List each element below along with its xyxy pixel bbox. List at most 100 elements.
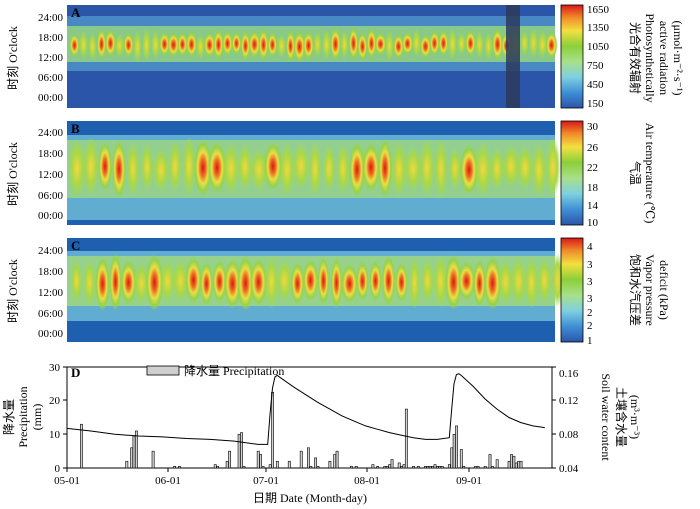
legend-swatch xyxy=(146,365,180,376)
precipitation-bar xyxy=(400,466,403,469)
precipitation-bar xyxy=(402,464,406,469)
y-axis-label-b: 时刻 O'clock xyxy=(6,142,20,206)
heatmap-cell xyxy=(317,256,330,306)
y-tick-right: 0.08 xyxy=(559,429,579,441)
precipitation-bar xyxy=(412,466,415,469)
heatmap-cell xyxy=(193,138,213,197)
y-tick-left: 30 xyxy=(49,362,61,374)
heatmap-cell xyxy=(520,31,529,56)
precipitation-bar xyxy=(225,460,229,469)
heatmap-cell xyxy=(104,29,117,58)
heatmap-cell xyxy=(78,30,89,59)
heatmap-cell xyxy=(329,27,342,61)
heatmap-cell xyxy=(142,28,151,62)
heatmap-cell xyxy=(159,260,176,303)
colorbar-tick-c: 3 xyxy=(587,276,593,288)
heatmap-cell xyxy=(276,259,293,302)
colorbar-tick-a: 1650 xyxy=(587,4,610,16)
heatmap-cell xyxy=(433,254,448,308)
precipitation-bar xyxy=(459,449,463,469)
precipitation-bar xyxy=(213,464,217,469)
heatmap-cell xyxy=(134,262,149,305)
colorbar-b xyxy=(560,120,584,226)
heatmap-cell xyxy=(212,260,227,304)
heatmap-cell xyxy=(528,28,539,58)
colorbar-tick-b: 26 xyxy=(587,142,599,154)
heatmap-cell xyxy=(123,32,134,58)
precipitation-bar xyxy=(474,466,478,469)
precipitation-bar xyxy=(424,466,427,469)
x-tick: 09-01 xyxy=(456,475,482,487)
heatmap-cell xyxy=(184,256,203,304)
heatmap-cell xyxy=(381,255,396,307)
heatmap-cell xyxy=(249,258,268,306)
precipitation-bar xyxy=(268,464,272,469)
heatmap-cell xyxy=(203,32,216,58)
heatmap-cell xyxy=(489,147,505,191)
heatmap-cell xyxy=(491,28,504,61)
precipitation-bar xyxy=(237,434,241,469)
y-axis-left-label-cn: 降水量 xyxy=(2,399,16,435)
heatmap-cell xyxy=(70,259,83,303)
heatmap-cell xyxy=(221,31,234,56)
y-axis-c: 24:00 18:00 12:00 06:00 00:00 xyxy=(38,245,64,340)
precipitation-bar xyxy=(177,466,181,469)
y-axis-label-c: 时刻 O'clock xyxy=(6,259,20,323)
heatmap-cell xyxy=(321,29,332,60)
colorbar-a xyxy=(560,4,584,109)
x-tick: 06-01 xyxy=(155,475,181,487)
heatmap-cell xyxy=(95,256,110,311)
precipitation-bar xyxy=(307,447,310,469)
precipitation-bar xyxy=(404,408,408,469)
heatmap-cell xyxy=(222,142,240,195)
heatmap-cell xyxy=(391,141,407,198)
y-axis-b: 24:00 18:00 12:00 06:00 00:00 xyxy=(38,127,64,222)
precipitation-bar xyxy=(287,460,291,469)
colorbar-c-label-en-2: deficit (kPa) xyxy=(657,260,671,320)
y-tick-left: 0 xyxy=(55,463,61,475)
precipitation-bar xyxy=(376,466,380,469)
precipitation-bar xyxy=(514,462,518,469)
precipitation-bar xyxy=(151,450,155,469)
precipitation-bar xyxy=(507,460,511,469)
precipitation-bar xyxy=(483,466,487,469)
heatmap-cell xyxy=(419,34,432,59)
heatmap-cell xyxy=(151,30,160,59)
colorbar-c xyxy=(560,237,584,343)
colorbar-tick-b: 30 xyxy=(587,121,599,133)
heatmap-cell xyxy=(267,32,278,58)
precipitation-bar xyxy=(354,466,358,469)
heatmap-cell xyxy=(340,263,359,304)
y-axis-right-d: 0.04 0.08 0.12 0.16 xyxy=(552,366,579,475)
precipitation-bar xyxy=(490,466,494,469)
heatmap-b-cells xyxy=(68,136,561,199)
x-tick: 05-01 xyxy=(54,475,80,487)
colorbar-tick-c: 3 xyxy=(587,259,593,271)
precipitation-bar xyxy=(371,464,375,469)
precipitation-bar xyxy=(309,466,313,469)
heatmap-cell xyxy=(290,262,305,305)
heatmap-cell xyxy=(126,141,140,197)
heatmap-cell xyxy=(336,143,350,195)
heatmap-cell xyxy=(69,33,80,58)
y-axis-left-unit: (mm) xyxy=(30,404,44,431)
heatmap-cell xyxy=(199,261,214,306)
heatmap-cell xyxy=(502,144,520,189)
heatmap-cell xyxy=(369,260,382,302)
heatmap-cell xyxy=(447,28,458,60)
heatmap-a-missing-data xyxy=(506,5,520,108)
precipitation-bar xyxy=(510,454,513,469)
heatmap-cell xyxy=(457,32,466,55)
heatmap-cell xyxy=(292,142,310,190)
colorbar-c-label-cn: 饱和水汽压差 xyxy=(628,254,643,326)
heatmap-c-cells xyxy=(70,252,564,311)
colorbar-c-ticks: 4 3 3 3 2 2 1 xyxy=(587,241,593,347)
heatmap-cell xyxy=(258,29,269,61)
precipitation-bar xyxy=(440,466,444,469)
precipitation-bar xyxy=(299,450,303,469)
y-tick-b: 24:00 xyxy=(38,127,64,139)
precipitation-bar xyxy=(495,459,499,469)
heatmap-cell xyxy=(97,141,113,192)
y-tick-c: 24:00 xyxy=(38,245,64,257)
panel-label-c: C xyxy=(71,238,80,253)
